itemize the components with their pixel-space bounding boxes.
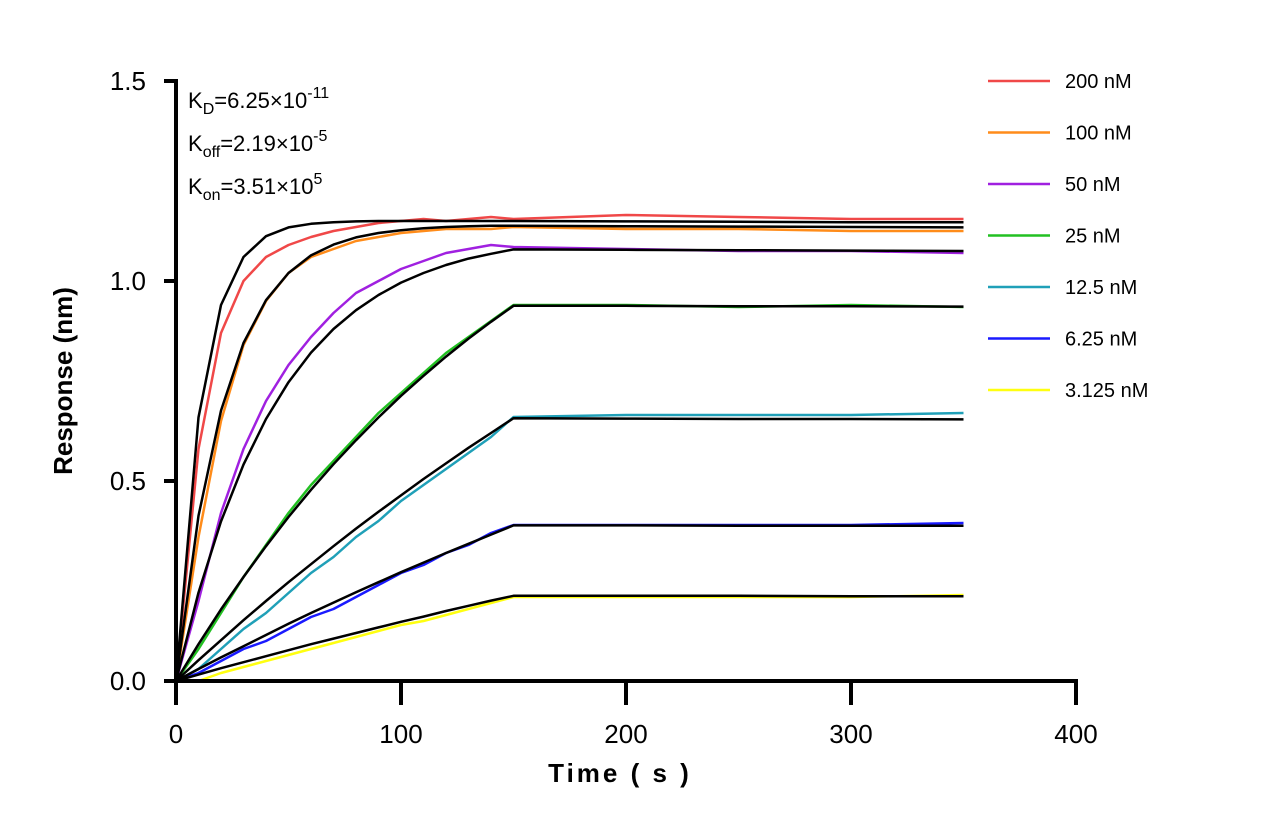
legend-label: 200 nM (1065, 71, 1132, 93)
y-tick-label: 1.0 (110, 266, 146, 296)
fit-line-50-nm (174, 248, 964, 682)
kinetics-annotation: KD=6.25×10-11 Koff=2.19×10-5 Kon=3.51×10… (188, 85, 329, 204)
kd-annotation: KD=6.25×10-11 (188, 85, 329, 118)
x-ticks: 0 100 200 300 400 (169, 681, 1098, 749)
series-line-50-nm (174, 243, 964, 682)
x-tick-label: 100 (379, 719, 422, 749)
y-tick-label: 1.5 (110, 66, 146, 96)
fit-line-3_125-nm (175, 594, 964, 683)
x-axis-title: Time ( s ) (548, 758, 692, 788)
y-tick-label: 0.5 (110, 466, 146, 496)
x-tick-label: 200 (604, 719, 647, 749)
y-tick-label: 0.0 (110, 666, 146, 696)
x-tick-label: 0 (169, 719, 183, 749)
legend-item: 3.125 nM (988, 380, 1148, 402)
x-tick-label: 400 (1054, 719, 1097, 749)
legend-label: 3.125 nM (1065, 380, 1148, 402)
series-line-6_25-nm (175, 521, 964, 683)
legend-label: 12.5 nM (1065, 277, 1137, 299)
series-line-200-nm (174, 213, 964, 682)
kon-annotation: Kon=3.51×105 (188, 171, 322, 204)
fit-line-12_5-nm (175, 416, 964, 682)
legend-item: 25 nM (988, 226, 1121, 248)
x-tick-label: 300 (829, 719, 872, 749)
legend: 200 nM 100 nM 50 nM 25 nM 12.5 nM 6.25 nM 3.12… (988, 71, 1148, 402)
y-ticks: 0.0 0.5 1.0 1.5 (110, 66, 176, 696)
legend-label: 25 nM (1065, 226, 1121, 248)
legend-item: 12.5 nM (988, 277, 1137, 299)
fit-line-100-nm (174, 224, 964, 682)
legend-label: 100 nM (1065, 123, 1132, 145)
plot-area (174, 213, 964, 683)
y-axis-title: Response (nm) (48, 287, 78, 475)
series-line-3_125-nm (176, 593, 964, 683)
legend-item: 100 nM (988, 123, 1132, 145)
legend-label: 6.25 nM (1065, 329, 1137, 351)
fit-line-25-nm (174, 304, 964, 682)
legend-item: 50 nM (988, 174, 1121, 196)
fit-line-200-nm (174, 219, 964, 682)
legend-item: 200 nM (988, 71, 1132, 93)
fit-line-6_25-nm (175, 524, 964, 683)
legend-item: 6.25 nM (988, 329, 1137, 351)
koff-annotation: Koff=2.19×10-5 (188, 128, 328, 161)
series-line-12_5-nm (175, 411, 964, 683)
legend-label: 50 nM (1065, 174, 1121, 196)
series-line-100-nm (174, 225, 964, 682)
